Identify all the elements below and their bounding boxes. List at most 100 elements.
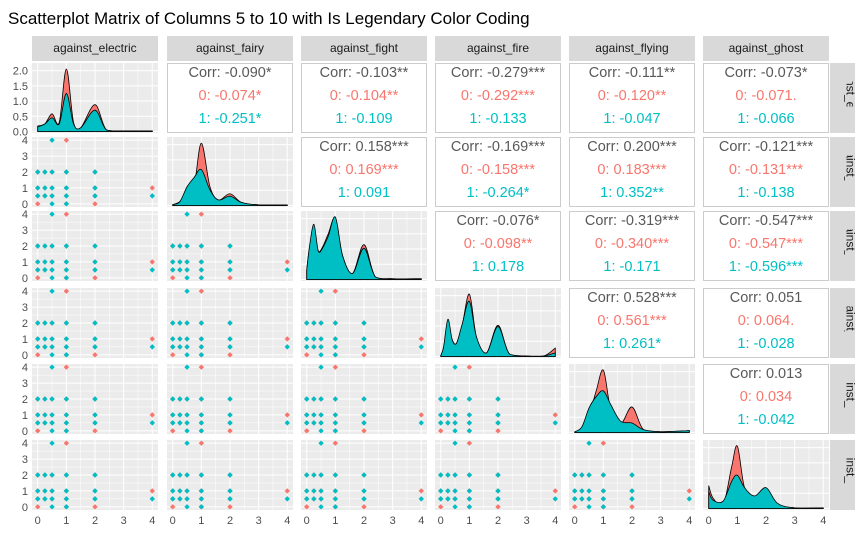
- corr-overall: Corr: 0.013: [730, 366, 803, 382]
- scatter-point-group-1: [63, 169, 70, 175]
- y-tick-label: 4: [22, 135, 28, 147]
- scatter-point-group-0: [629, 504, 635, 510]
- corr-group-0: 0: 0.169***: [329, 162, 399, 178]
- scatter-point-group-1: [63, 320, 70, 326]
- scatter-point-group-1: [35, 267, 41, 273]
- scatter-point-group-1: [361, 320, 367, 326]
- scatter-point-group-1: [445, 488, 451, 494]
- y-tick-label: 1: [22, 334, 28, 346]
- corr-panel-border: [703, 137, 829, 207]
- scatter-point-group-1: [49, 364, 55, 370]
- scatter-point-group-1: [198, 396, 205, 402]
- scatter-point-group-0: [686, 488, 692, 494]
- scatter-point-group-1: [579, 488, 585, 494]
- scatter-point-group-0: [170, 275, 176, 281]
- scatter-point-group-0: [332, 288, 339, 294]
- scatter-point-group-0: [438, 504, 444, 510]
- scatter-point-group-1: [170, 320, 176, 326]
- corr-panel-border: [569, 211, 695, 281]
- scatter-point-group-1: [42, 412, 48, 418]
- scatter-point-group-1: [49, 259, 55, 265]
- x-tick-label: 2: [495, 515, 501, 527]
- x-tick-label: 1: [734, 515, 740, 527]
- scatter-point-group-1: [198, 504, 205, 510]
- scatter-point-group-1: [586, 496, 592, 502]
- corr-panel-border: [703, 211, 829, 281]
- scatter-point-group-1: [42, 420, 48, 426]
- scatter-point-group-1: [304, 344, 310, 350]
- scatter-point-group-1: [177, 336, 183, 342]
- corr-panel-border: [301, 63, 427, 133]
- scatter-point-group-1: [198, 428, 205, 434]
- scatter-point-group-1: [552, 496, 558, 502]
- scatter-point-group-0: [92, 428, 98, 434]
- scatter-point-group-1: [445, 396, 451, 402]
- scatter-point-group-1: [49, 185, 55, 191]
- x-tick-label: 2: [361, 515, 367, 527]
- panel-against_fight-against_electric: [32, 211, 158, 281]
- scatter-point-group-0: [418, 336, 424, 342]
- scatter-point-group-1: [452, 428, 458, 434]
- scatter-point-group-1: [466, 412, 473, 418]
- scatter-point-group-1: [184, 472, 190, 478]
- scatter-point-group-1: [318, 412, 324, 418]
- corr-overall: Corr: -0.076*: [456, 213, 539, 229]
- scatter-point-group-1: [170, 267, 176, 273]
- scatter-point-group-1: [184, 288, 190, 294]
- corr-panel-border: [703, 63, 829, 133]
- scatter-point-group-1: [177, 496, 183, 502]
- corr-overall: Corr: -0.547***: [719, 213, 814, 229]
- corr-group-1: 1: -0.066: [737, 111, 794, 127]
- scatter-point-group-1: [170, 496, 176, 502]
- scatter-point-group-1: [177, 259, 183, 265]
- scatter-point-group-1: [170, 396, 176, 402]
- corr-group-0: 0: 0.561***: [597, 313, 667, 329]
- scatter-point-group-1: [42, 259, 48, 265]
- corr-panel-against_fight-against_electric: Corr: -0.103** 0: -0.104** 1: -0.109: [301, 63, 427, 133]
- scatter-point-group-1: [586, 488, 592, 494]
- scatter-point-group-1: [49, 504, 55, 510]
- scatter-point-group-1: [42, 169, 48, 175]
- scatter-point-group-1: [466, 504, 473, 510]
- scatter-point-group-1: [177, 472, 183, 478]
- scatter-point-group-1: [452, 504, 458, 510]
- density-area-group-1: [440, 300, 556, 357]
- scatter-point-group-1: [177, 243, 183, 249]
- scatter-point-group-0: [304, 504, 310, 510]
- scatter-point-group-1: [177, 396, 183, 402]
- y-tick-label: 2: [22, 394, 28, 406]
- scatter-point-group-1: [63, 243, 70, 249]
- scatter-point-group-1: [586, 472, 592, 478]
- scatter-point-group-0: [361, 352, 367, 358]
- corr-panel-border: [569, 63, 695, 133]
- scatter-point-group-0: [198, 364, 205, 370]
- corr-group-0: 0: -0.120**: [598, 88, 667, 104]
- scatter-point-group-1: [318, 504, 324, 510]
- scatter-point-group-1: [311, 488, 317, 494]
- scatter-point-group-1: [227, 336, 233, 342]
- scatter-point-group-1: [170, 412, 176, 418]
- scatter-point-group-1: [332, 488, 339, 494]
- scatter-point-group-0: [92, 352, 98, 358]
- strip-label-against_fairy: against_fairy: [196, 41, 264, 55]
- scatter-point-group-0: [284, 488, 290, 494]
- strip-against_fairy: [167, 36, 293, 61]
- density-area-group-1: [172, 168, 288, 206]
- scatter-point-group-1: [198, 336, 205, 342]
- scatter-point-group-1: [42, 320, 48, 326]
- x-tick-label: 3: [256, 515, 262, 527]
- scatter-point-group-0: [35, 504, 41, 510]
- scatter-point-group-1: [361, 472, 367, 478]
- corr-panel-against_ghost-against_fire: Corr: 0.051 0: 0.064. 1: -0.028: [703, 288, 829, 358]
- scatter-point-group-0: [149, 488, 155, 494]
- x-tick-label: 4: [149, 515, 155, 527]
- scatter-point-group-1: [184, 344, 190, 350]
- y-tick-label: 2: [22, 167, 28, 179]
- scatter-point-group-0: [198, 440, 205, 446]
- scatter-point-group-1: [311, 344, 317, 350]
- scatter-point-group-1: [177, 344, 183, 350]
- density-area-group-1: [708, 474, 824, 509]
- x-tick-label: 4: [552, 515, 558, 527]
- scatter-point-group-1: [311, 336, 317, 342]
